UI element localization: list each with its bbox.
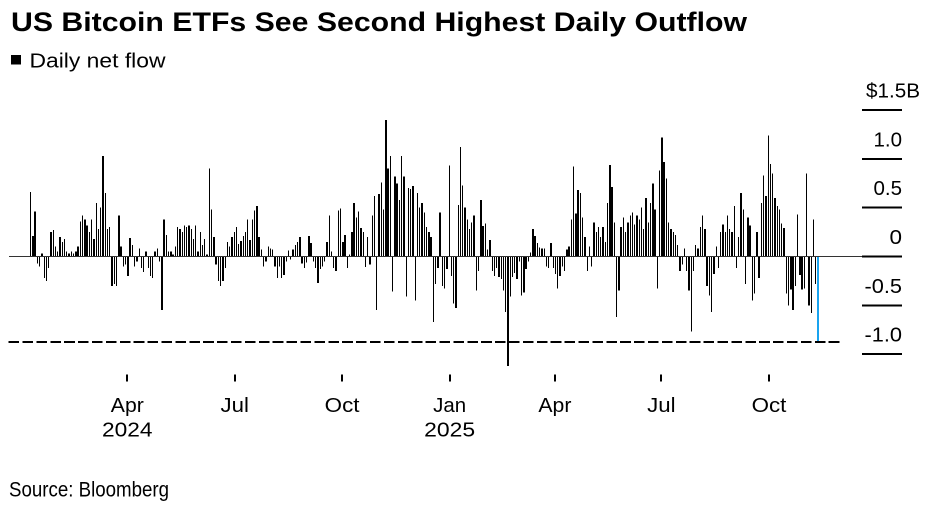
svg-text:Jan: Jan [433, 394, 466, 417]
svg-text:2025: 2025 [424, 419, 475, 442]
svg-text:Daily net flow: Daily net flow [30, 50, 166, 73]
svg-text:Apr: Apr [538, 394, 571, 417]
svg-text:0: 0 [890, 226, 903, 249]
svg-text:Apr: Apr [111, 394, 144, 417]
svg-text:US Bitcoin ETFs See Second Hig: US Bitcoin ETFs See Second Highest Daily… [11, 7, 747, 37]
svg-text:Jul: Jul [221, 394, 249, 417]
svg-text:1.0: 1.0 [874, 128, 903, 151]
svg-text:Jul: Jul [647, 394, 675, 417]
svg-text:-0.5: -0.5 [865, 275, 903, 298]
svg-text:0.5: 0.5 [874, 177, 903, 200]
svg-text:2024: 2024 [102, 419, 153, 442]
svg-text:Oct: Oct [325, 394, 360, 417]
svg-text:-1.0: -1.0 [865, 324, 903, 347]
svg-text:Oct: Oct [752, 394, 787, 417]
svg-text:$1.5B: $1.5B [866, 80, 920, 103]
svg-text:Source: Bloomberg: Source: Bloomberg [9, 478, 169, 502]
